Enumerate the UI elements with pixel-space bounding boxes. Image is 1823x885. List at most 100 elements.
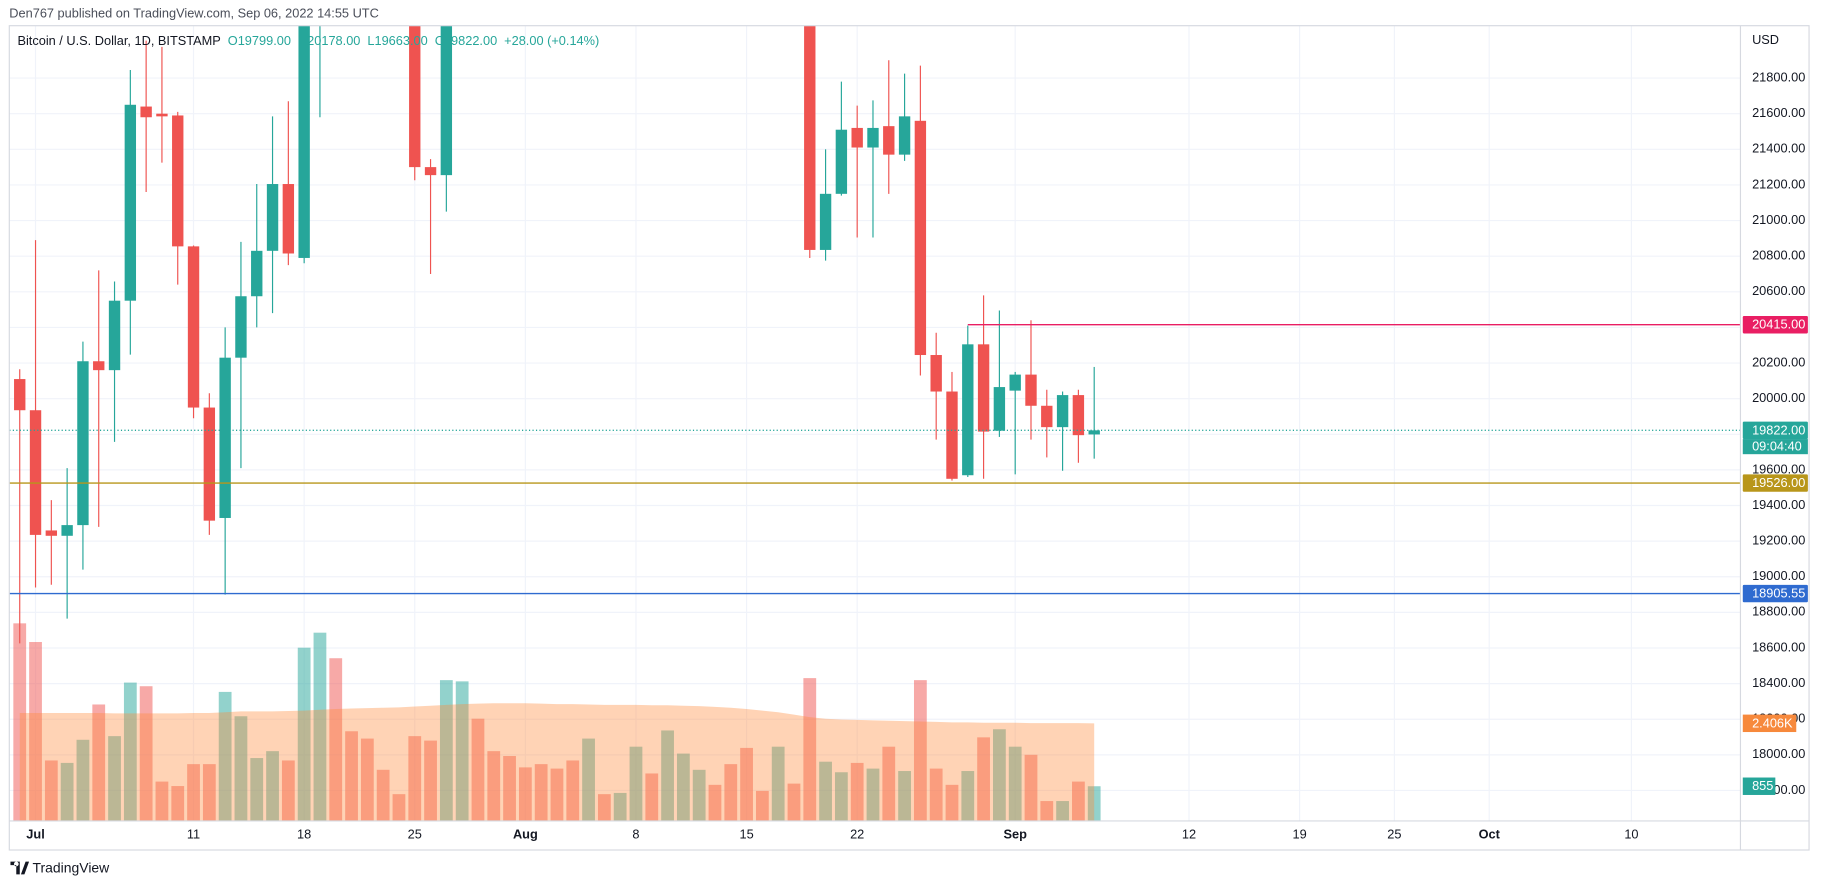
candle-body — [203, 407, 216, 521]
x-tick-label: 11 — [187, 826, 200, 841]
legend-low: L19663.00 — [367, 33, 427, 48]
countdown-bg — [1742, 439, 1808, 455]
volume-bar — [882, 746, 896, 821]
candle-body — [29, 410, 42, 535]
x-tick-label: 19 — [1293, 826, 1307, 841]
candle-body — [867, 127, 879, 148]
volume-bar — [329, 658, 343, 821]
volume-bar — [13, 623, 27, 821]
candle-body — [883, 126, 895, 155]
volume-bar — [629, 746, 643, 821]
price-badge: 19526.00 — [1752, 475, 1805, 490]
price-badge-bg — [1742, 474, 1808, 492]
price-badge: 19822.00 — [1752, 422, 1805, 437]
volume-bar — [850, 762, 864, 821]
candle-body — [804, 25, 816, 250]
candle-body — [946, 391, 958, 479]
volume-bar — [123, 682, 137, 821]
volume-bar — [155, 781, 169, 821]
volume-bar — [139, 686, 153, 821]
volume-bar — [566, 760, 580, 821]
volume-bar — [392, 794, 406, 821]
y-tick-label: 20000.00 — [1752, 390, 1805, 405]
candle-body — [1088, 430, 1100, 435]
volume-bar — [187, 764, 200, 821]
volume-bar — [740, 747, 753, 821]
x-tick-label: 8 — [632, 826, 639, 841]
y-tick-label: 19200.00 — [1752, 533, 1805, 548]
price-badge: 18905.55 — [1752, 586, 1805, 601]
volume-bar — [1072, 781, 1085, 821]
y-tick-label: 18000.00 — [1752, 746, 1805, 761]
volume-bar — [945, 784, 959, 821]
y-tick-label: 21200.00 — [1752, 176, 1805, 191]
x-tick-label: 10 — [1624, 826, 1638, 841]
volume-bar — [60, 762, 74, 821]
volume-bar — [787, 783, 801, 821]
price-badge-bg — [1742, 316, 1808, 334]
volume-bar — [439, 680, 453, 821]
candle-body — [851, 127, 863, 148]
volume-bar — [550, 768, 564, 821]
x-tick-label: 25 — [408, 826, 422, 841]
volume-bar — [661, 730, 674, 821]
volume-bar — [582, 738, 595, 821]
volume-bar — [1040, 801, 1054, 821]
volume-bar — [834, 772, 848, 821]
volume-bar — [424, 740, 437, 821]
candle-body — [45, 530, 58, 536]
volume-bar — [803, 678, 817, 821]
volume-bar — [171, 786, 185, 821]
price-lines — [9, 324, 1741, 595]
volume-bar — [1056, 801, 1069, 821]
candle-body — [219, 357, 231, 518]
candle-body — [235, 296, 247, 358]
volume-bar — [92, 704, 106, 821]
y-tick-label: 18800.00 — [1752, 604, 1805, 619]
y-tick-label: 20600.00 — [1752, 283, 1805, 298]
volume-bar — [29, 642, 42, 821]
volume-bar — [503, 756, 516, 821]
candle-body — [251, 250, 263, 297]
chart-frame — [8, 25, 1810, 851]
volume-bar — [692, 769, 706, 821]
y-tick-label: 19000.00 — [1752, 568, 1805, 583]
x-tick-label: 15 — [739, 826, 753, 841]
y-tick-label: 18400.00 — [1752, 675, 1805, 690]
volume-badge: 855 — [1752, 778, 1773, 793]
x-tick-label: 18 — [297, 826, 311, 841]
candle-body — [14, 379, 26, 411]
volume-bar — [218, 691, 232, 821]
volume-bar — [1024, 754, 1038, 821]
candle-body — [409, 25, 421, 168]
volume-bar — [1008, 746, 1022, 821]
volume-bar — [613, 792, 627, 821]
candle-body — [835, 129, 848, 194]
candle-body — [140, 106, 152, 118]
y-tick-label: 19600.00 — [1752, 461, 1805, 476]
volume-ma-badge-bg — [1742, 714, 1797, 733]
volume-bar — [518, 767, 532, 821]
volume-bar — [234, 716, 248, 821]
volume-bar — [866, 768, 880, 821]
volume-bar — [44, 760, 58, 821]
y-tick-label: 20200.00 — [1752, 354, 1805, 369]
candle-body — [914, 120, 927, 356]
y-tick-label: 19400.00 — [1752, 497, 1805, 512]
candle-body — [977, 344, 990, 432]
candle-body — [1009, 374, 1021, 391]
footer-logo: TradingView — [10, 859, 110, 875]
candle-body — [898, 116, 911, 155]
volume-bar — [250, 758, 264, 821]
x-tick-label: Sep — [1003, 826, 1027, 841]
candle-body — [1025, 374, 1037, 406]
candle-body — [993, 387, 1006, 431]
candle-body — [298, 25, 310, 258]
y-tick-label: 21600.00 — [1752, 105, 1805, 120]
x-tick-label: Oct — [1479, 826, 1501, 841]
volume-bar — [724, 764, 738, 821]
candle-body — [77, 361, 89, 526]
volume-bar — [76, 739, 90, 821]
